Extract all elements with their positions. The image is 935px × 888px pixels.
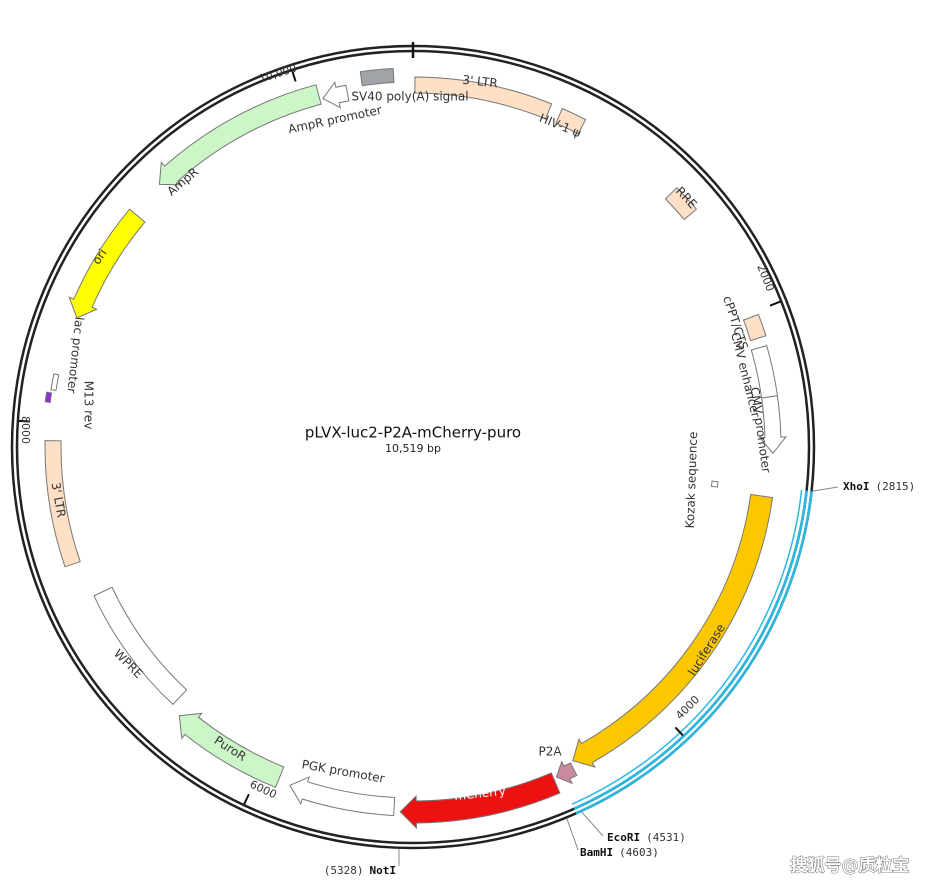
feature [555, 107, 587, 135]
tick-label: 2000 [754, 262, 777, 293]
feature [68, 208, 146, 319]
feature-label: PGK promoter [301, 757, 386, 785]
feature-label: 3' LTR [49, 481, 69, 518]
feature [289, 776, 396, 817]
tick-label: 4000 [673, 693, 702, 722]
site-position: (2815) [876, 480, 916, 493]
feature [572, 493, 774, 768]
feature [44, 440, 81, 568]
feature-label: 3' LTR [462, 73, 499, 91]
site-name: EcoRI [607, 831, 640, 844]
feature [710, 480, 719, 488]
feature [399, 772, 561, 830]
feature [664, 186, 698, 221]
insert-region [571, 489, 803, 805]
restriction-site: EcoRI (4531) [607, 831, 686, 844]
feature [555, 760, 578, 785]
site-leader [566, 818, 579, 851]
feature-label: SV40 poly(A) signal [351, 90, 468, 104]
site-name: NotI [370, 864, 397, 877]
restriction-site: BamHI (4603) [580, 846, 659, 859]
plasmid-name: pLVX-luc2-P2A-mCherry-puro [305, 424, 521, 442]
site-name: XhoI [843, 480, 870, 493]
site-position: (4603) [619, 846, 659, 859]
tick-mark [243, 793, 250, 805]
site-leader [581, 811, 604, 837]
insert-region [575, 490, 813, 815]
restriction-site: XhoI (2815) [843, 480, 915, 493]
tick-label: 10,000 [258, 62, 299, 86]
feature [414, 76, 553, 120]
feature [158, 84, 322, 186]
site-leader [812, 486, 839, 492]
tick-mark [18, 419, 30, 423]
tick-mark [769, 300, 781, 307]
site-name: BamHI [580, 846, 613, 859]
feature [93, 586, 188, 706]
feature-label: mCherry [453, 784, 506, 803]
feature [742, 313, 767, 342]
plasmid-length: 10,519 bp [385, 442, 441, 455]
site-position: (5328) [324, 864, 364, 877]
tick-label: 8000 [19, 416, 32, 444]
site-position: (4531) [646, 831, 686, 844]
feature [44, 391, 53, 404]
insert-region [573, 490, 808, 810]
tick-mark [674, 726, 684, 737]
feature [50, 373, 60, 391]
feature-label: M13 rev [82, 381, 96, 430]
feature-label: P2A [538, 745, 562, 759]
feature [359, 67, 395, 87]
feature [758, 395, 787, 455]
tick-mark [291, 70, 297, 82]
feature-label: Kozak sequence [683, 431, 700, 528]
restriction-site: (5328) NotI [324, 864, 396, 877]
feature [322, 81, 350, 109]
feature [178, 712, 285, 788]
watermark: 搜狐号@质粒宝 [791, 855, 910, 876]
